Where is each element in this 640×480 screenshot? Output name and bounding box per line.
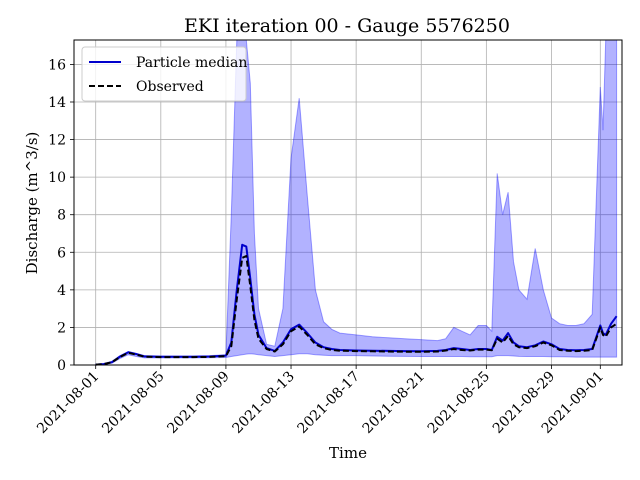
- x-tick-label: 2021-08-01: [34, 369, 102, 437]
- x-tick-label: 2021-08-17: [295, 369, 363, 437]
- legend: Particle median Observed: [81, 46, 247, 102]
- y-axis-ticks: 0 2 4 6 8 10 12 14 16: [48, 57, 74, 374]
- x-tick-label: 2021-08-21: [360, 369, 428, 437]
- y-tick-label: 12: [48, 133, 66, 149]
- y-tick-label: 0: [57, 358, 66, 374]
- x-tick-label: 2021-08-05: [99, 369, 167, 437]
- y-tick-label: 8: [57, 208, 66, 224]
- grid: [74, 40, 622, 366]
- legend-box: [81, 46, 247, 102]
- x-tick-label: 2021-08-13: [229, 369, 297, 437]
- y-tick-label: 14: [48, 95, 66, 111]
- x-tick-label: 2021-08-25: [425, 369, 493, 437]
- x-tick-label: 2021-08-09: [164, 369, 232, 437]
- series-line-observed: [95, 255, 618, 366]
- x-axis-label: Time: [329, 444, 367, 462]
- y-tick-label: 16: [48, 57, 66, 73]
- y-tick-label: 6: [57, 245, 66, 261]
- uncertainty-band: [95, 39, 618, 366]
- y-tick-label: 4: [57, 283, 66, 299]
- x-axis-ticks: 2021-08-012021-08-052021-08-092021-08-13…: [34, 365, 607, 437]
- plot-frame: [73, 39, 623, 366]
- series-layer: [95, 243, 618, 366]
- y-tick-label: 10: [48, 170, 66, 186]
- chart-title: EKI iteration 00 - Gauge 5576250: [184, 15, 510, 37]
- legend-label-observed: Observed: [136, 79, 204, 95]
- uncertainty-band-layer: [95, 39, 618, 366]
- legend-label-particle-median: Particle median: [136, 55, 247, 71]
- y-tick-label: 2: [57, 320, 66, 336]
- y-axis-label: Discharge (m^3/s): [23, 132, 41, 275]
